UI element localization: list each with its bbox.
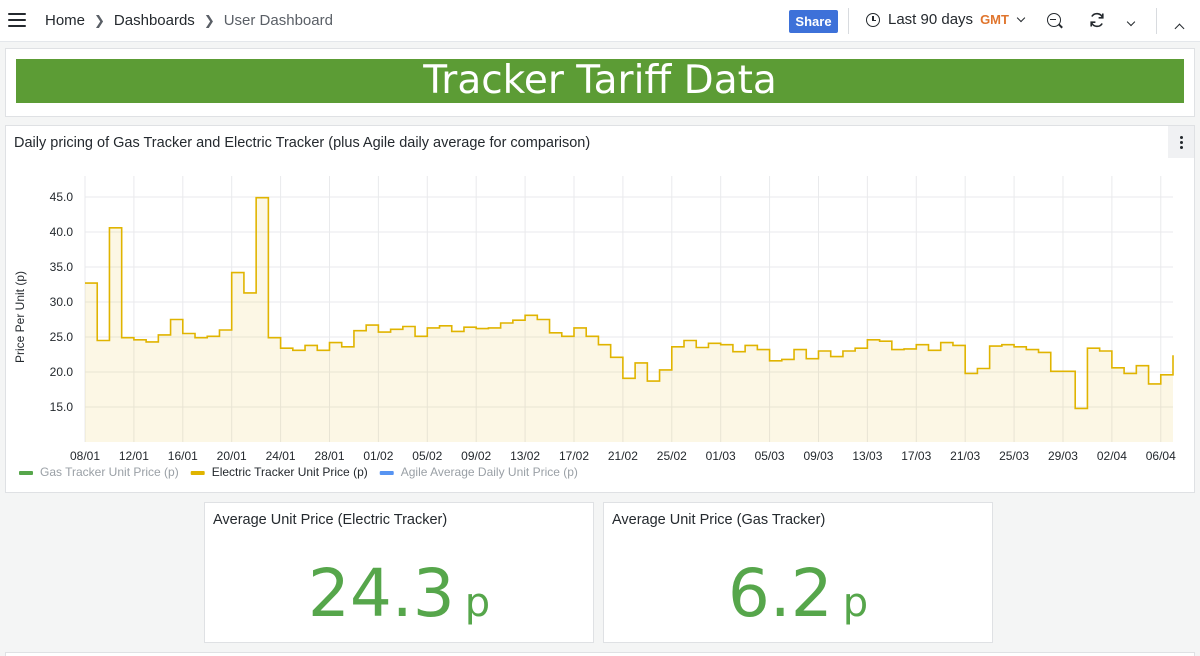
refresh-button[interactable] <box>1088 11 1106 34</box>
x-tick-label: 08/01 <box>70 449 100 463</box>
panel-menu-button[interactable] <box>1168 126 1194 158</box>
x-tick-label: 09/02 <box>461 449 491 463</box>
y-tick-label: 40.0 <box>50 225 74 239</box>
electric-tracker-line <box>85 196 1174 410</box>
zoom-out-icon <box>1047 13 1061 27</box>
price-chart: 15.0 20.0 25.0 30.0 35.0 40.0 45.0 08/01 12/01 16… <box>13 176 1176 479</box>
chevron-down-icon <box>1126 17 1136 27</box>
toolbar-divider <box>848 8 849 34</box>
chevron-down-icon <box>1016 13 1026 22</box>
stat-title-gas: Average Unit Price (Gas Tracker) <box>612 512 826 528</box>
x-tick-label: 06/04 <box>1146 449 1176 463</box>
legend-item[interactable]: Gas Tracker Unit Price (p) <box>40 465 179 479</box>
title-panel: Tracker Tariff Data <box>5 48 1195 117</box>
legend-swatch <box>190 471 205 475</box>
y-tick-label: 20.0 <box>50 365 74 379</box>
stat-panel-gas: Average Unit Price (Gas Tracker) 6.2 p <box>603 502 993 643</box>
legend-swatch <box>19 471 33 475</box>
clock-icon <box>866 12 880 27</box>
breadcrumb-current-dashboard: User Dashboard <box>223 12 333 29</box>
x-tick-label: 01/02 <box>363 449 393 463</box>
x-tick-label: 29/03 <box>1048 449 1078 463</box>
x-tick-label: 13/02 <box>510 449 540 463</box>
toolbar-divider <box>1156 8 1157 34</box>
collapse-toolbar-button[interactable] <box>1174 19 1185 37</box>
timeseries-panel: Daily pricing of Gas Tracker and Electri… <box>5 125 1195 493</box>
stat-value-electric: 24.3 p <box>205 555 593 632</box>
legend-swatch <box>379 471 394 475</box>
x-tick-label: 16/01 <box>168 449 198 463</box>
x-tick-label: 02/04 <box>1097 449 1127 463</box>
x-tick-label: 25/02 <box>657 449 687 463</box>
stat-title-electric: Average Unit Price (Electric Tracker) <box>213 512 448 528</box>
breadcrumb-dashboards[interactable]: Dashboards <box>113 12 195 29</box>
refresh-icon <box>1090 12 1104 28</box>
breadcrumb-separator-icon: ❯ <box>94 12 105 28</box>
x-tick-label: 12/01 <box>119 449 149 463</box>
breadcrumb-separator-icon: ❯ <box>203 12 215 28</box>
time-range-label: Last 90 days <box>888 11 974 28</box>
x-tick-label: 20/01 <box>217 449 247 463</box>
legend-item[interactable]: Electric Tracker Unit Price (p) <box>212 465 368 479</box>
x-tick-label: 21/02 <box>608 449 638 463</box>
stat-number: 6.2 <box>727 555 833 632</box>
y-tick-label: 25.0 <box>50 330 74 344</box>
stat-panel-electric: Average Unit Price (Electric Tracker) 24… <box>204 502 594 643</box>
stat-value-gas: 6.2 p <box>604 555 992 632</box>
x-tick-label: 21/03 <box>950 449 980 463</box>
x-tick-label: 13/03 <box>852 449 882 463</box>
chevron-up-icon <box>1174 23 1185 34</box>
y-axis-label: Price Per Unit (p) <box>13 271 27 363</box>
refresh-interval-dropdown[interactable] <box>1126 12 1136 30</box>
stat-number: 24.3 <box>307 555 455 632</box>
panel-title: Daily pricing of Gas Tracker and Electri… <box>14 135 591 151</box>
timezone-label: GMT <box>980 12 1009 27</box>
x-tick-label: 09/03 <box>803 449 833 463</box>
y-tick-label: 15.0 <box>50 400 74 414</box>
electric-tracker-area <box>85 197 1173 442</box>
breadcrumb-home[interactable]: Home <box>45 12 86 29</box>
x-tick-label: 17/02 <box>559 449 589 463</box>
x-tick-label: 17/03 <box>901 449 931 463</box>
dashboard-banner-title: Tracker Tariff Data <box>16 59 1184 103</box>
y-tick-label: 45.0 <box>50 190 74 204</box>
zoom-out-button[interactable] <box>1047 13 1061 27</box>
kebab-menu-icon <box>1179 135 1183 139</box>
legend-item[interactable]: Agile Average Daily Unit Price (p) <box>401 465 578 479</box>
menu-icon[interactable] <box>8 13 26 27</box>
x-tick-label: 01/03 <box>706 449 736 463</box>
stat-unit: p <box>842 580 869 626</box>
x-tick-label: 05/03 <box>755 449 785 463</box>
y-tick-label: 35.0 <box>50 260 74 274</box>
x-tick-label: 28/01 <box>314 449 344 463</box>
next-panel-edge <box>5 652 1195 656</box>
breadcrumb: Home ❯ Dashboards ❯ User Dashboard <box>45 12 333 29</box>
x-tick-label: 25/03 <box>999 449 1029 463</box>
y-tick-label: 30.0 <box>50 295 74 309</box>
x-tick-label: 05/02 <box>412 449 442 463</box>
top-nav-bar: Home ❯ Dashboards ❯ User Dashboard Share… <box>0 0 1200 42</box>
time-range-picker[interactable]: Last 90 days GMT <box>866 11 1026 28</box>
stat-unit: p <box>464 580 491 626</box>
x-tick-label: 24/01 <box>266 449 296 463</box>
share-button[interactable]: Share <box>789 10 838 33</box>
